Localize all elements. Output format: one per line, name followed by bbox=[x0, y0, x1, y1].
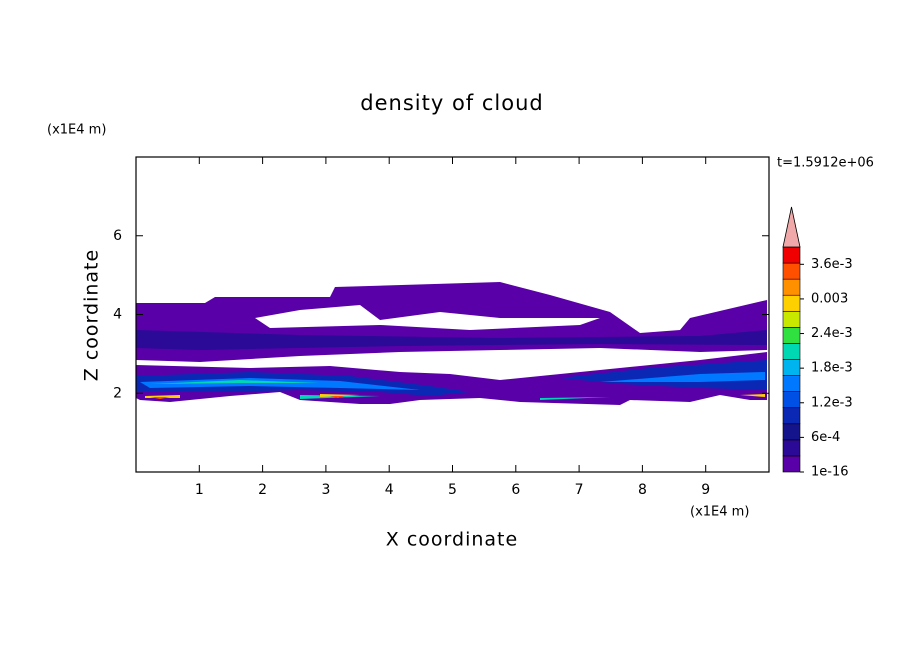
x-tick-label: 9 bbox=[701, 482, 710, 498]
colorbar-box bbox=[782, 455, 801, 473]
contour-fill bbox=[136, 352, 767, 405]
colorbar-box bbox=[782, 359, 801, 376]
y-tick-label: 6 bbox=[113, 228, 122, 244]
colorbar-label: 2.4e-3 bbox=[811, 326, 853, 341]
colorbar-label: 6e-4 bbox=[811, 430, 840, 445]
colorbar-box bbox=[782, 262, 801, 280]
x-tick-label: 7 bbox=[575, 482, 584, 498]
chart-title: density of cloud bbox=[360, 91, 543, 115]
x-tick-label: 6 bbox=[511, 482, 520, 498]
colorbar-label: 1e-16 bbox=[811, 465, 849, 480]
x-tick-label: 4 bbox=[385, 482, 394, 498]
y-tick-label: 4 bbox=[113, 307, 122, 323]
x-tick-label: 1 bbox=[195, 482, 204, 498]
y-axis-label: Z coordinate bbox=[81, 249, 103, 381]
colorbar-box bbox=[782, 294, 801, 312]
x-tick-label: 3 bbox=[321, 482, 330, 498]
colorbar-label: 1.2e-3 bbox=[811, 395, 853, 410]
colorbar-box bbox=[782, 343, 801, 360]
colorbar-box bbox=[782, 391, 801, 409]
contour-fill bbox=[136, 360, 767, 396]
contour-hole bbox=[255, 305, 600, 330]
contour-field bbox=[136, 282, 767, 405]
y-unit: (x1E4 m) bbox=[47, 123, 106, 138]
colorbar-label: 3.6e-3 bbox=[811, 257, 853, 272]
y-tick-label: 2 bbox=[113, 385, 122, 401]
colorbar-box bbox=[782, 278, 801, 296]
contour-fill bbox=[136, 330, 767, 350]
x-tick-label: 8 bbox=[638, 482, 647, 498]
colorbar-box bbox=[782, 439, 801, 457]
colorbar-box bbox=[782, 310, 801, 328]
contour-fill bbox=[140, 372, 765, 390]
colorbar-box bbox=[782, 423, 801, 441]
colorbar-extend bbox=[782, 206, 801, 248]
x-tick-label: 5 bbox=[448, 482, 457, 498]
colorbar-label: 1.8e-3 bbox=[811, 361, 853, 376]
x-tick-label: 2 bbox=[258, 482, 267, 498]
contour-fill bbox=[150, 380, 610, 400]
colorbar-box bbox=[782, 375, 801, 392]
colorbar-label: 0.003 bbox=[811, 291, 848, 306]
x-unit: (x1E4 m) bbox=[690, 505, 749, 520]
colorbar-box bbox=[782, 407, 801, 425]
x-axis-label: X coordinate bbox=[386, 529, 518, 551]
colorbar-box bbox=[782, 327, 801, 344]
colorbar-box bbox=[782, 246, 801, 264]
time-annotation: t=1.5912e+06 bbox=[777, 156, 874, 171]
